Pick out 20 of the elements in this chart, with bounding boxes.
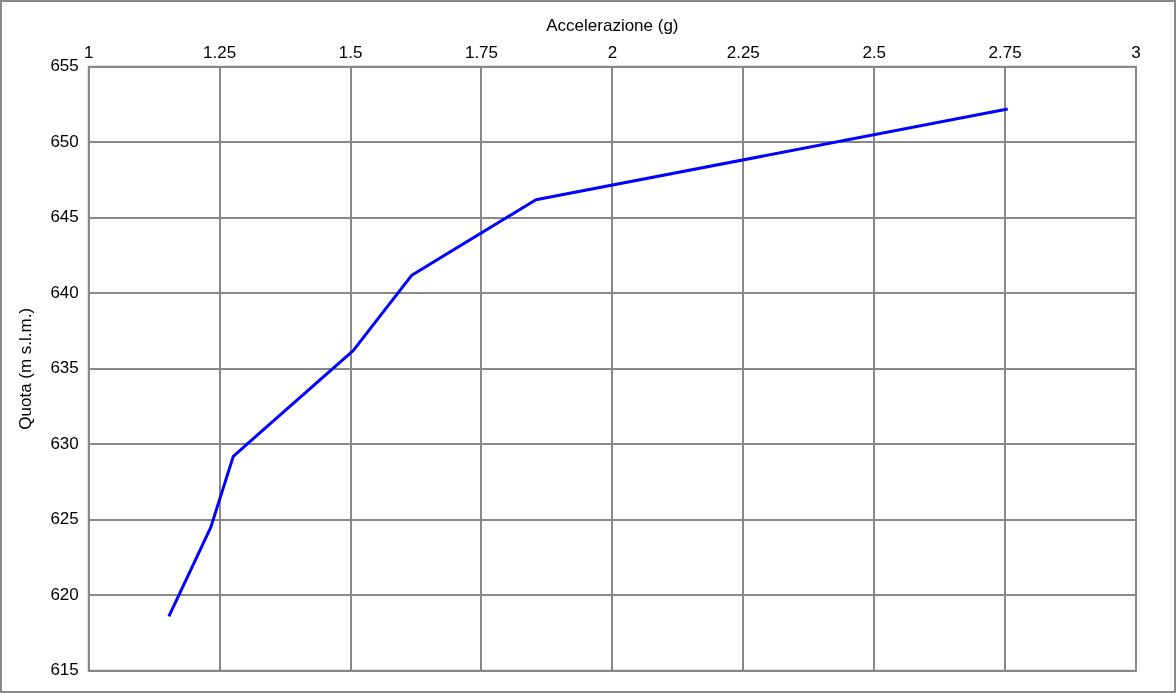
y-tick-label: 615 <box>50 660 79 680</box>
y-tick-label: 650 <box>50 131 79 151</box>
x-axis-title: Accelerazione (g) <box>546 15 679 35</box>
y-tick-label: 630 <box>50 433 79 453</box>
y-tick-label: 655 <box>50 56 79 76</box>
x-tick-label: 1.25 <box>203 43 237 63</box>
x-tick-label: 1.5 <box>338 43 363 63</box>
y-axis-title: Quota (m s.l.m.) <box>15 307 35 430</box>
x-tick-label: 1 <box>84 43 94 63</box>
y-tick-label: 640 <box>50 282 79 302</box>
y-tick-label: 645 <box>50 207 79 227</box>
x-tick-label: 1.75 <box>464 43 499 63</box>
x-tick-label: 3 <box>1131 43 1141 63</box>
x-tick-label: 2.5 <box>862 43 887 63</box>
x-tick-label: 2 <box>607 43 618 63</box>
y-tick-label: 625 <box>50 509 79 529</box>
y-tick-label: 635 <box>50 358 79 378</box>
x-tick-label: 2.25 <box>726 43 760 63</box>
y-tick-label: 620 <box>50 584 79 604</box>
x-tick-label: 2.75 <box>988 43 1022 63</box>
